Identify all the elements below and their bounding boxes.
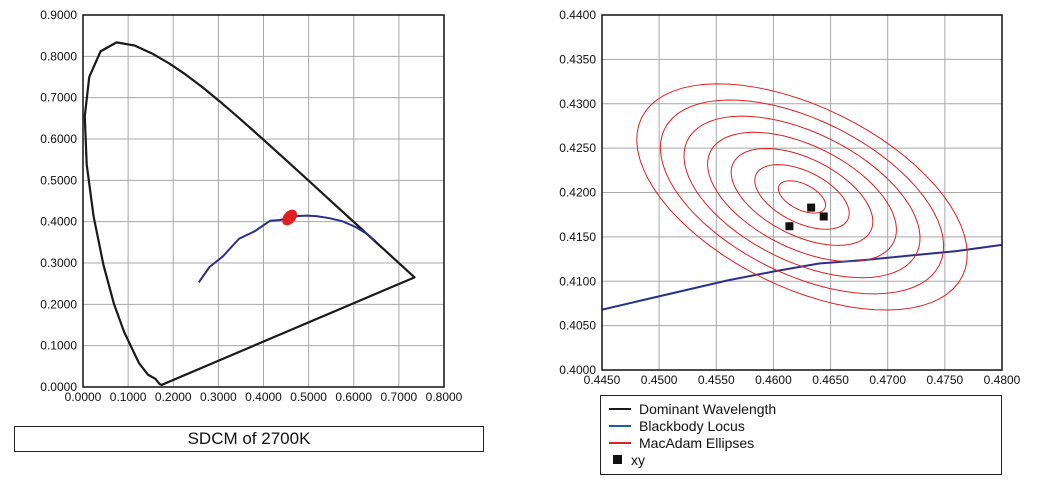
xy-point <box>819 212 828 221</box>
x-tick-label: 0.6000 <box>335 390 372 404</box>
macadam-ellipse-3 <box>730 147 874 246</box>
cie-chromaticity-chart: 0.0000 0.1000 0.2000 0.3000 0.4000 0.5000 0.60… <box>40 8 462 404</box>
x-tick-label: 0.4450 <box>584 373 621 387</box>
legend-item-blackbody-locus: Blackbody Locus <box>609 417 993 434</box>
legend-item-dominant-wavelength: Dominant Wavelength <box>609 400 993 417</box>
legend-item-macadam-ellipses: MacAdam Ellipses <box>609 434 993 451</box>
macadam-ellipse-4 <box>707 131 897 263</box>
x-tick-label: 0.4650 <box>812 373 849 387</box>
y-tick-label: 0.4250 <box>559 141 596 155</box>
blackbody-locus-line <box>197 214 377 283</box>
x-tick-label: 0.5000 <box>290 390 327 404</box>
y-tick-label: 0.0000 <box>40 380 77 394</box>
macadam-ellipse-2 <box>754 164 850 230</box>
caption-text: SDCM of 2700K <box>187 429 311 448</box>
y-tick-label: 0.4050 <box>559 319 596 333</box>
x-tick-label: 0.2000 <box>155 390 192 404</box>
legend-line-swatch <box>609 407 631 410</box>
legend: Dominant Wavelength Blackbody Locus MacA… <box>600 395 1002 475</box>
y-tick-label: 0.4350 <box>559 52 596 66</box>
y-tick-label: 0.5000 <box>40 173 77 187</box>
y-tick-label: 0.4300 <box>559 97 596 111</box>
x-tick-label: 0.4700 <box>869 373 906 387</box>
plot-area <box>83 41 416 387</box>
macadam-ellipse-6 <box>659 99 945 295</box>
y-tick-label: 0.8000 <box>40 49 77 63</box>
macadam-ellipse-1 <box>777 180 827 214</box>
x-tick-label: 0.4600 <box>755 373 792 387</box>
legend-label: Blackbody Locus <box>639 417 745 434</box>
xy-point <box>807 203 816 212</box>
plot-frame <box>82 14 445 388</box>
y-tick-label: 0.4000 <box>559 363 596 377</box>
x-tick-label: 0.4500 <box>641 373 678 387</box>
legend-line-swatch <box>609 424 631 427</box>
plot-area <box>602 83 1002 311</box>
legend-item-xy: xy <box>609 451 993 468</box>
x-tick-label: 0.1000 <box>110 390 147 404</box>
y-tick-label: 0.7000 <box>40 91 77 105</box>
macadam-marker <box>282 209 297 226</box>
plot-frame <box>601 14 1003 371</box>
spectral-locus-line <box>83 41 416 387</box>
macadam-zoom-chart: 0.4450 0.4500 0.4550 0.4600 0.4650 0.4700 0.47… <box>559 8 1020 387</box>
y-tick-label: 0.2000 <box>40 297 77 311</box>
legend-square-swatch <box>613 455 622 464</box>
blackbody-locus-line <box>602 243 1002 311</box>
legend-line-swatch <box>609 441 631 444</box>
y-tick-label: 0.3000 <box>40 256 77 270</box>
y-tick-label: 0.9000 <box>40 8 77 22</box>
y-tick-label: 0.4150 <box>559 230 596 244</box>
y-tick-label: 0.4000 <box>40 215 77 229</box>
x-tick-label: 0.4800 <box>984 373 1021 387</box>
legend-label: xy <box>631 451 645 468</box>
x-tick-label: 0.4000 <box>245 390 282 404</box>
x-tick-label: 0.8000 <box>426 390 463 404</box>
y-tick-label: 0.4200 <box>559 186 596 200</box>
x-tick-label: 0.7000 <box>381 390 418 404</box>
y-tick-label: 0.6000 <box>40 132 77 146</box>
legend-label: Dominant Wavelength <box>639 400 777 417</box>
xy-point <box>785 222 794 231</box>
x-tick-label: 0.0000 <box>65 390 102 404</box>
x-tick-label: 0.4550 <box>698 373 735 387</box>
macadam-ellipse-7 <box>636 83 968 311</box>
y-tick-label: 0.4100 <box>559 274 596 288</box>
y-tick-label: 0.4400 <box>559 8 596 22</box>
x-tick-label: 0.4750 <box>927 373 964 387</box>
chart-caption: SDCM of 2700K <box>14 426 484 452</box>
macadam-ellipse-5 <box>683 115 921 279</box>
legend-label: MacAdam Ellipses <box>639 434 755 451</box>
y-tick-label: 0.1000 <box>40 339 77 353</box>
x-tick-label: 0.3000 <box>200 390 237 404</box>
